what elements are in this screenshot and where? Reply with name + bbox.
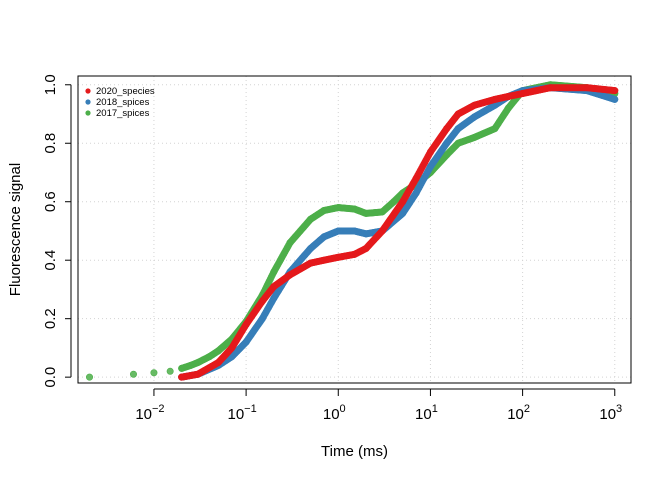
x-tick-label: 102 xyxy=(507,403,530,423)
legend-marker xyxy=(85,99,91,105)
y-axis-label: Fluorescence signal xyxy=(7,163,24,296)
x-tick-label: 10−2 xyxy=(135,403,164,423)
data-point xyxy=(611,87,619,95)
series-2018_spices xyxy=(178,84,619,381)
x-tick-label: 101 xyxy=(415,403,438,423)
series-2020_species xyxy=(178,84,619,381)
data-point xyxy=(166,367,174,375)
legend-marker xyxy=(85,110,91,116)
y-tick-label: 1.0 xyxy=(42,74,59,95)
y-tick-label: 0.4 xyxy=(42,250,59,271)
legend-marker xyxy=(85,88,91,94)
y-tick-label: 0.2 xyxy=(42,308,59,329)
data-point xyxy=(86,373,94,381)
data-layer xyxy=(86,81,619,381)
data-point xyxy=(150,369,158,377)
x-axis-label: Time (ms) xyxy=(321,443,388,460)
legend-label: 2018_spices xyxy=(96,97,150,108)
legend-label: 2017_spices xyxy=(96,108,150,119)
plot-box xyxy=(77,75,632,384)
y-tick-label: 0.0 xyxy=(42,367,59,388)
y-axis: 0.0 0.2 0.4 0.6 0.8 1.0 xyxy=(42,74,72,388)
y-tick-label: 0.8 xyxy=(42,133,59,154)
data-point xyxy=(129,370,137,378)
grid-layer xyxy=(78,76,631,383)
y-tick-label: 0.6 xyxy=(42,191,59,212)
legend-label: 2020_species xyxy=(96,86,155,97)
x-axis: 10−2 10−1 100 101 102 103 xyxy=(135,388,622,423)
x-tick-label: 100 xyxy=(323,403,346,423)
x-tick-label: 103 xyxy=(599,403,622,423)
data-point xyxy=(611,95,619,103)
x-tick-label: 10−1 xyxy=(227,403,256,423)
